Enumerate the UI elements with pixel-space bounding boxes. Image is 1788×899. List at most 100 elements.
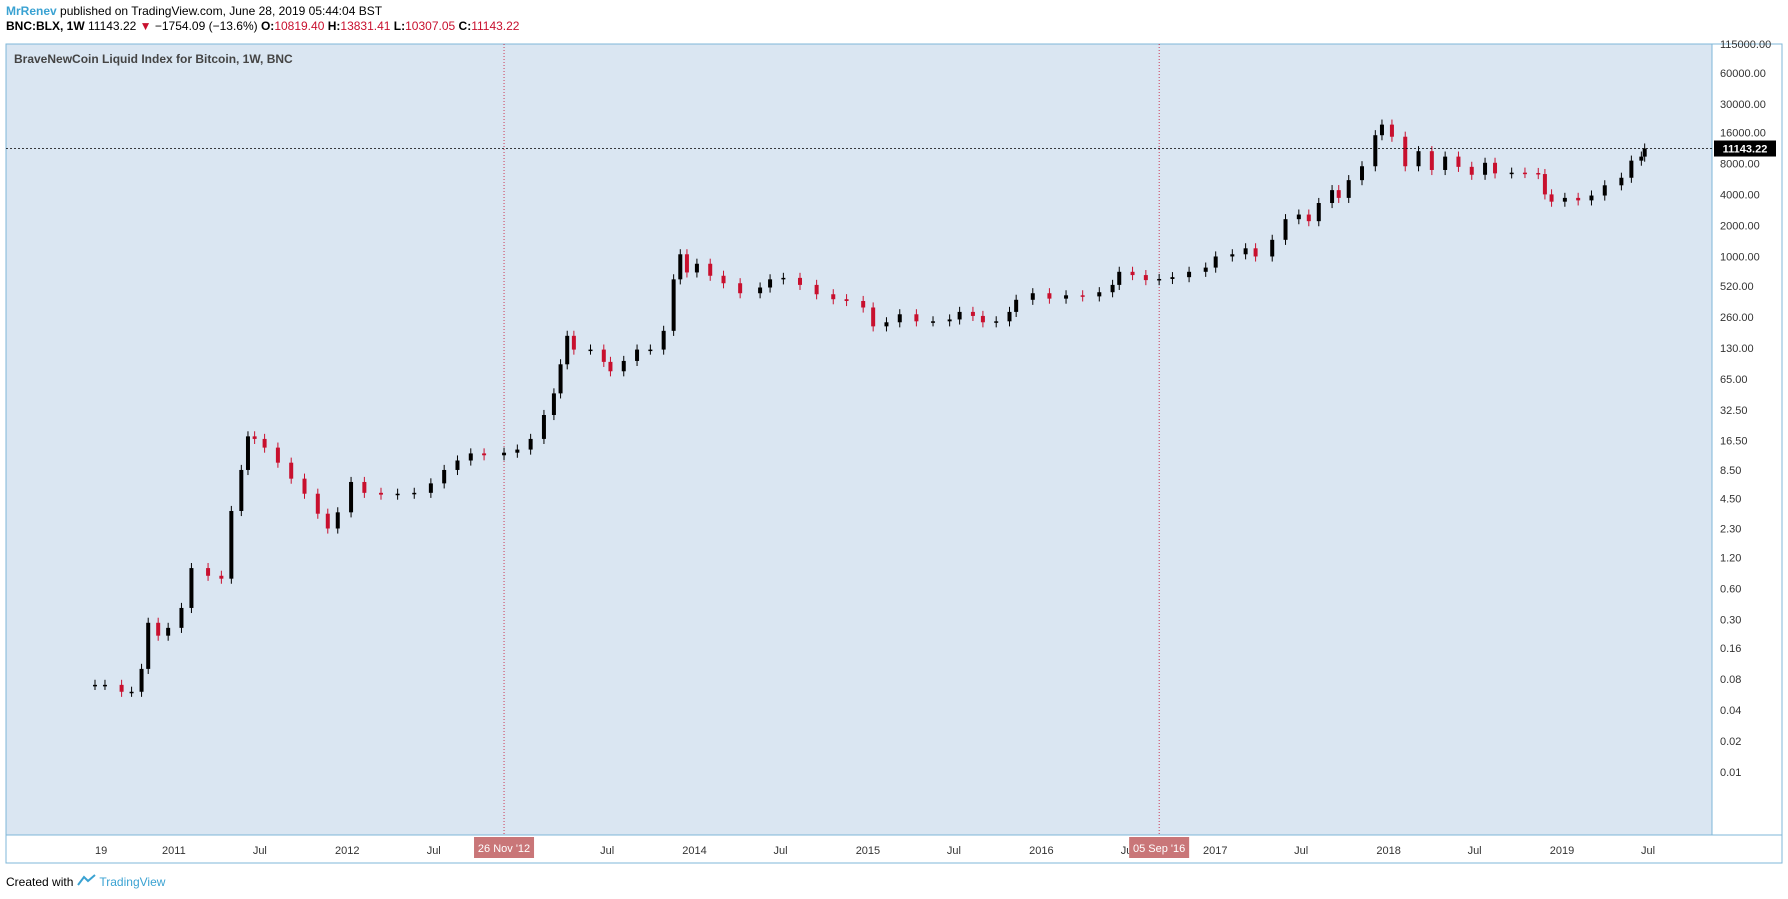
candle-body — [239, 469, 244, 511]
symbol-label: BNC:BLX, 1W — [6, 19, 85, 33]
candle-body — [1213, 256, 1218, 268]
candle-body — [571, 335, 576, 350]
candle-body — [781, 277, 786, 280]
candle-body — [1047, 293, 1052, 299]
x-tick-label: Jul — [773, 845, 787, 857]
candle-body — [515, 449, 520, 453]
candle-body — [1330, 190, 1335, 204]
candle-body — [1562, 197, 1567, 202]
x-tick-label: 2012 — [335, 845, 359, 857]
candle-body — [502, 452, 507, 456]
candle-body — [139, 668, 144, 692]
candle-body — [219, 575, 224, 579]
y-tick-label: 8.50 — [1720, 465, 1741, 477]
price-axis-area[interactable] — [1711, 43, 1783, 836]
plot-area[interactable] — [5, 43, 1713, 836]
candle-body — [897, 314, 902, 323]
candle-body — [758, 287, 763, 294]
last-price-label: 11143.22 — [1723, 144, 1768, 156]
candle-body — [541, 415, 546, 439]
y-tick-label: 260.00 — [1720, 312, 1754, 324]
tradingview-link[interactable]: TradingView — [99, 874, 166, 889]
candle-body — [315, 493, 320, 514]
candle-body — [206, 568, 211, 576]
candle-body — [335, 512, 340, 529]
candle-body — [1619, 177, 1624, 186]
chart-marks: 115000.00 60000.00 30000.00 16000.00 8000.00… — [6, 39, 1776, 858]
y-tick-label: 0.08 — [1720, 674, 1741, 686]
time-axis-area[interactable] — [5, 834, 1783, 864]
published-text: published on TradingView.com, June 28, 2… — [60, 4, 383, 18]
candle-body — [1007, 311, 1012, 322]
y-tick-label: 130.00 — [1720, 343, 1754, 355]
candle-body — [1097, 292, 1102, 297]
candle-body — [708, 263, 713, 276]
candle-body — [947, 319, 952, 322]
candle-body — [325, 513, 330, 529]
y-tick-label: 60000.00 — [1720, 68, 1766, 80]
low-value: 10307.05 — [405, 19, 456, 33]
marker-label-bg — [474, 837, 535, 858]
candle-body — [1629, 160, 1634, 178]
candle-body — [694, 263, 699, 273]
close-value: 11143.22 — [471, 19, 520, 33]
candle-body — [129, 691, 134, 694]
candle-body — [362, 481, 367, 493]
candle-body — [635, 349, 640, 361]
x-tick-label: Jul — [1641, 845, 1655, 857]
y-tick-label: 16000.00 — [1720, 127, 1766, 139]
candle-body — [428, 483, 433, 493]
candle-body — [528, 438, 533, 450]
author-name[interactable]: MrRenev — [6, 4, 57, 18]
candle-body — [229, 510, 234, 579]
candle-body — [861, 300, 866, 308]
candle-body — [1243, 248, 1248, 255]
candle-body — [1639, 156, 1644, 161]
open-label: O: — [260, 19, 275, 33]
open-value: 10819.40 — [274, 19, 325, 33]
x-tick-label: 2011 — [162, 845, 186, 857]
candle-body — [768, 279, 773, 288]
candle-body — [156, 622, 161, 636]
x-tick-label: Jul — [253, 845, 267, 857]
candle-body — [119, 684, 124, 692]
candle-body — [1522, 172, 1527, 175]
y-tick-label: 115000.00 — [1720, 39, 1771, 51]
created-with-text: Created with — [6, 874, 74, 889]
x-tick-label: 2017 — [1203, 845, 1227, 857]
candle-body — [166, 627, 171, 636]
candle-body — [1253, 248, 1258, 257]
candle-body — [1130, 271, 1135, 276]
candle-body — [349, 481, 354, 513]
y-tick-label: 0.01 — [1720, 767, 1741, 779]
candle-body — [1429, 151, 1434, 170]
candle-body — [442, 469, 447, 484]
candle-body — [994, 321, 999, 323]
marker-label: 26 Nov '12 — [478, 843, 530, 855]
candle-body — [1602, 185, 1607, 196]
candle-body — [1493, 162, 1498, 174]
x-tick-label: 2019 — [1550, 845, 1574, 857]
candle-body — [1416, 151, 1421, 167]
candle-body — [179, 607, 184, 628]
candle-body — [1360, 166, 1365, 181]
candle-body — [482, 453, 487, 456]
y-tick-label: 4000.00 — [1720, 189, 1760, 201]
candle-body — [970, 311, 975, 316]
last-price-tag — [1714, 140, 1776, 157]
candle-body — [1483, 162, 1488, 175]
y-tick-label: 520.00 — [1720, 281, 1754, 293]
candle-body — [275, 447, 280, 463]
y-tick-label: 0.04 — [1720, 705, 1741, 717]
candle-body — [684, 254, 689, 273]
candle-body — [831, 294, 836, 300]
candle-body — [1336, 190, 1341, 198]
marker-label-bg — [1129, 837, 1190, 858]
y-tick-label: 0.30 — [1720, 615, 1741, 627]
candle-body — [814, 284, 819, 295]
tradingview-logo-icon[interactable] — [77, 874, 97, 889]
candle-body — [1187, 271, 1192, 278]
candle-body — [1536, 172, 1541, 175]
x-tick-label: Jul — [427, 845, 441, 857]
